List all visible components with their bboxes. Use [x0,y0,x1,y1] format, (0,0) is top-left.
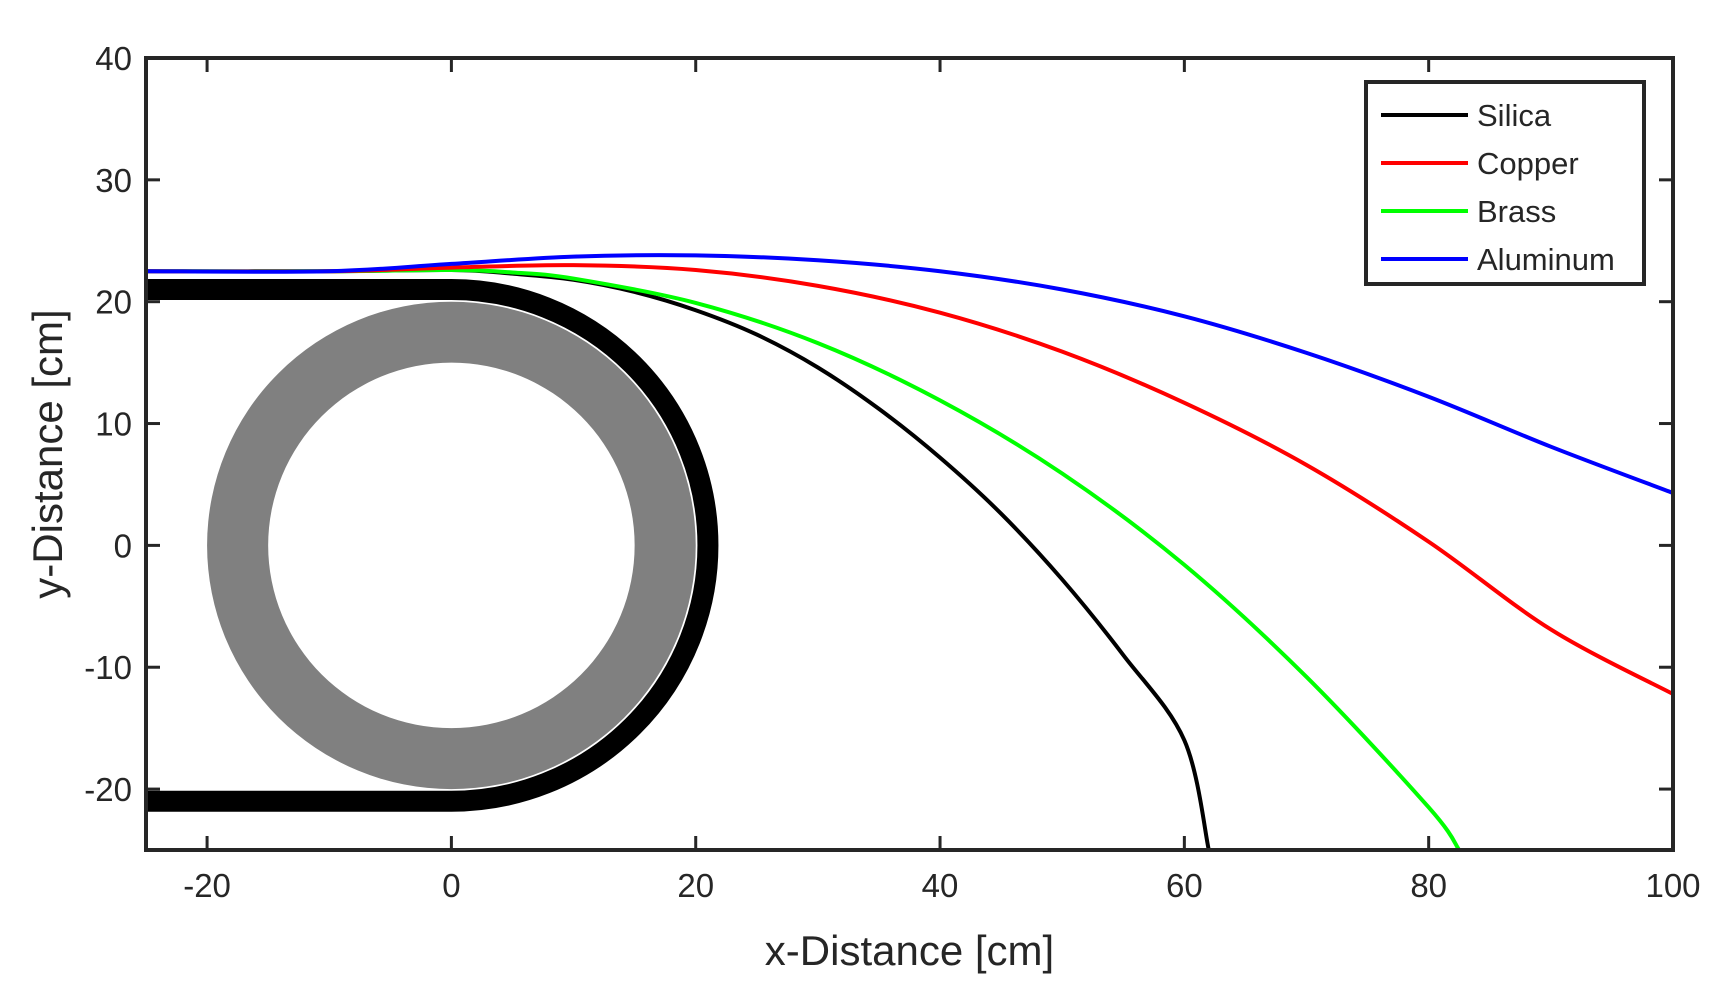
x-tick-label: 100 [1645,867,1700,904]
x-tick-label: 60 [1166,867,1203,904]
shapes-layer [146,279,719,812]
legend: Silica Copper Brass Aluminum [1364,80,1646,286]
series-layer [146,253,1673,850]
y-tick-label: -20 [84,771,132,808]
plot-frame [144,56,1675,852]
y-tick-label: 10 [95,406,132,443]
y-tick-label: -10 [84,649,132,686]
x-tick-label: 80 [1410,867,1447,904]
legend-label-aluminum: Aluminum [1477,242,1615,277]
x-axis-label: x-Distance [cm] [765,927,1054,974]
y-tick-label: 30 [95,162,132,199]
y-tick-label: 40 [95,40,132,77]
legend-label-silica: Silica [1477,98,1552,133]
y-axis-label: y-Distance [cm] [24,309,71,598]
y-tick-label: 20 [95,284,132,321]
x-tick-label: 40 [922,867,959,904]
y-tick-label: 0 [114,527,132,564]
axes-layer [144,56,1675,852]
legend-label-copper: Copper [1477,146,1579,181]
gray-ring [207,301,696,790]
series-line-aluminum [146,253,1673,495]
x-tick-label: 20 [677,867,714,904]
black-track [146,279,719,812]
x-tick-label: 0 [442,867,460,904]
series-line-copper [146,263,1673,696]
ticks-layer: -20 0 20 40 60 80 100 -20 -10 0 10 20 30 40 [84,40,1700,904]
x-tick-label: -20 [183,867,231,904]
legend-label-brass: Brass [1477,194,1556,229]
